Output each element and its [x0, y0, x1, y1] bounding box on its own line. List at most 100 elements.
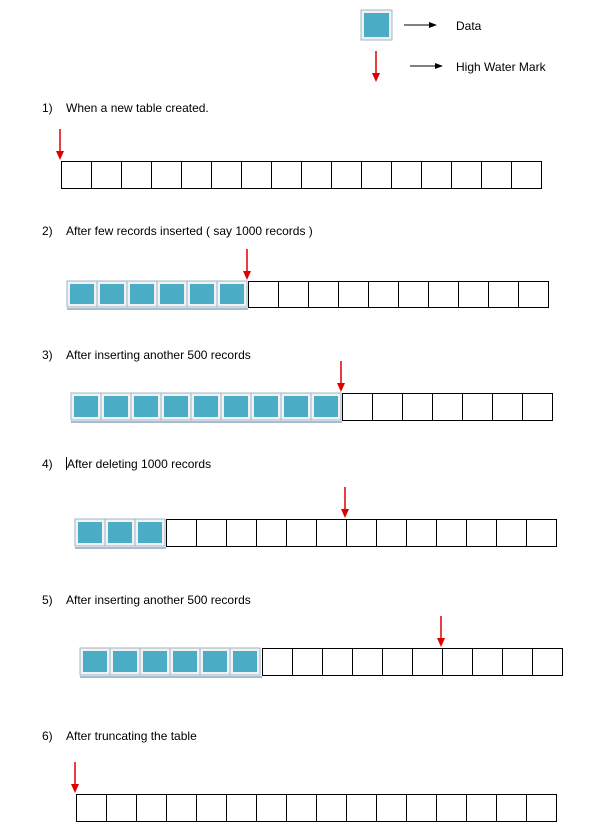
empty-cell — [466, 519, 497, 547]
data-block-fill — [254, 396, 278, 417]
data-block-fill — [74, 396, 98, 417]
empty-cell — [352, 648, 383, 676]
empty-cell — [342, 393, 373, 421]
empty-cell — [338, 281, 369, 308]
empty-cell — [256, 794, 287, 822]
row-6-caption: After truncating the table — [66, 729, 197, 743]
empty-cell — [106, 794, 137, 822]
data-block-fill — [70, 284, 94, 304]
empty-cell — [121, 161, 152, 189]
data-block-fill — [104, 396, 128, 417]
empty-cell — [481, 161, 512, 189]
row-2-caption: After few records inserted ( say 1000 re… — [66, 224, 313, 238]
empty-cell — [241, 161, 272, 189]
empty-cell — [292, 648, 323, 676]
empty-cell — [346, 794, 377, 822]
row-3-number: 3) — [42, 348, 53, 362]
data-block-fill — [143, 651, 167, 672]
data-block-fill — [108, 522, 132, 543]
empty-cell — [466, 794, 497, 822]
empty-cell — [412, 648, 443, 676]
data-block-fill — [113, 651, 137, 672]
empty-cell — [376, 519, 407, 547]
data-block-fill — [314, 396, 338, 417]
row-1-caption: When a new table created. — [66, 101, 209, 115]
empty-cell — [532, 648, 563, 676]
row-4-number: 4) — [42, 457, 53, 471]
hwm-arrowhead-row-1 — [56, 151, 64, 160]
empty-cell — [331, 161, 362, 189]
empty-cell — [496, 519, 527, 547]
empty-cell — [518, 281, 549, 308]
empty-cell — [442, 648, 473, 676]
row-5-number: 5) — [42, 593, 53, 607]
empty-cell — [458, 281, 489, 308]
data-block-fill — [224, 396, 248, 417]
hwm-arrowhead-row-6 — [71, 784, 79, 793]
empty-cell — [406, 519, 437, 547]
data-block-fill — [190, 284, 214, 304]
empty-cell — [432, 393, 463, 421]
empty-cell — [181, 161, 212, 189]
empty-cell — [526, 794, 557, 822]
empty-cell — [376, 794, 407, 822]
legend-graphics — [360, 9, 443, 82]
empty-cell — [76, 794, 107, 822]
empty-cell — [286, 519, 317, 547]
data-block-fill — [130, 284, 154, 304]
empty-cell — [361, 161, 392, 189]
empty-cell — [196, 794, 227, 822]
empty-cell — [271, 161, 302, 189]
empty-cell — [488, 281, 519, 308]
empty-cell — [398, 281, 429, 308]
empty-cell — [496, 794, 527, 822]
row-6-number: 6) — [42, 729, 53, 743]
empty-cell — [248, 281, 279, 308]
data-block-fill — [134, 396, 158, 417]
empty-cell — [451, 161, 482, 189]
empty-cell — [91, 161, 122, 189]
empty-cell — [421, 161, 452, 189]
row-2-number: 2) — [42, 224, 53, 238]
empty-cell — [428, 281, 459, 308]
empty-cell — [346, 519, 377, 547]
empty-cell — [226, 519, 257, 547]
empty-cell — [166, 519, 197, 547]
text-cursor — [66, 457, 67, 470]
data-block-fill — [100, 284, 124, 304]
data-block-fill — [173, 651, 197, 672]
empty-cell — [526, 519, 557, 547]
data-block-fill — [194, 396, 218, 417]
legend-data-swatch-fill — [364, 13, 389, 37]
empty-cell — [382, 648, 413, 676]
legend-data-label: Data — [456, 19, 482, 33]
empty-cell — [226, 794, 257, 822]
empty-cell — [492, 393, 523, 421]
empty-cell — [391, 161, 422, 189]
empty-cell — [151, 161, 182, 189]
hwm-arrowhead-row-5 — [437, 638, 445, 647]
hwm-arrowhead-row-4 — [341, 509, 349, 518]
empty-cell — [61, 161, 92, 189]
empty-cell — [316, 794, 347, 822]
empty-cell — [372, 393, 403, 421]
row-4-caption: After deleting 1000 records — [67, 457, 212, 471]
data-block-fill — [284, 396, 308, 417]
empty-cell — [308, 281, 339, 308]
data-block-fill — [164, 396, 188, 417]
empty-cell — [196, 519, 227, 547]
empty-cell — [136, 794, 167, 822]
legend-hwm-label: High Water Mark — [456, 60, 546, 74]
data-block-fill — [233, 651, 257, 672]
row-5-caption: After inserting another 500 records — [66, 593, 251, 607]
data-block-fill — [138, 522, 162, 543]
empty-cell — [502, 648, 533, 676]
empty-cell — [402, 393, 433, 421]
empty-cell — [406, 794, 437, 822]
empty-cell — [511, 161, 542, 189]
empty-cell — [262, 648, 293, 676]
empty-cell — [256, 519, 287, 547]
empty-cell — [278, 281, 309, 308]
